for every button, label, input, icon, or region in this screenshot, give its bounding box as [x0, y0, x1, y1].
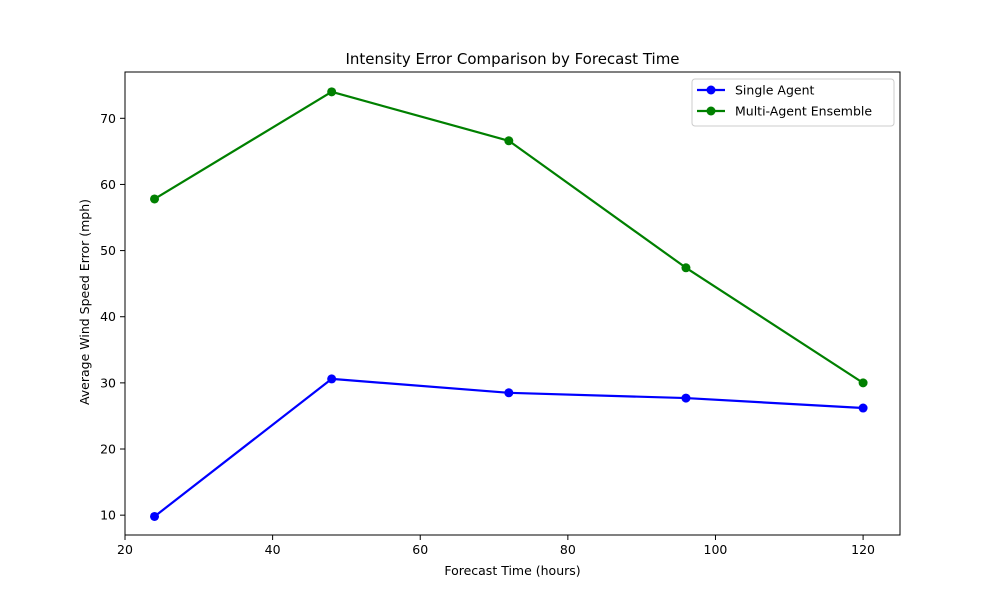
y-tick-label-4: 50: [100, 243, 116, 258]
chart-title: Intensity Error Comparison by Forecast T…: [345, 50, 679, 68]
y-tick-label-0: 10: [100, 508, 116, 523]
y-tick-label-1: 20: [100, 442, 116, 457]
data-point-0-3: [681, 393, 691, 403]
x-tick-label-5: 120: [851, 542, 875, 557]
y-tick-label-5: 60: [100, 177, 116, 192]
data-point-0-2: [504, 388, 514, 398]
legend-marker-1: [706, 106, 716, 116]
data-point-1-4: [858, 378, 868, 388]
plot-area: [150, 87, 868, 521]
data-point-1-3: [681, 263, 691, 273]
legend-label-1: Multi-Agent Ensemble: [735, 104, 872, 119]
axes: 20 40 60 80 100 120 10 20 30 40 50 60 70: [100, 71, 901, 557]
y-tick-label-2: 30: [100, 375, 116, 390]
data-point-1-0: [150, 194, 160, 204]
axes-frame: [124, 71, 901, 536]
x-tick-label-1: 40: [265, 542, 281, 557]
x-axis-label: Forecast Time (hours): [444, 563, 580, 578]
x-tick-label-3: 80: [560, 542, 576, 557]
legend-label-0: Single Agent: [735, 83, 814, 98]
data-point-0-1: [327, 374, 337, 384]
y-tick-label-3: 40: [100, 309, 116, 324]
data-point-0-0: [150, 511, 160, 521]
data-point-1-1: [327, 87, 337, 97]
y-tick-label-6: 70: [100, 111, 116, 126]
x-tick-label-2: 60: [412, 542, 428, 557]
x-tick-label-0: 20: [117, 542, 133, 557]
y-axis-label: Average Wind Speed Error (mph): [77, 199, 92, 405]
legend-box: [691, 78, 895, 127]
legend: Single Agent Multi-Agent Ensemble: [691, 78, 895, 127]
x-tick-label-4: 100: [704, 542, 728, 557]
data-point-1-2: [504, 136, 514, 146]
data-point-0-4: [858, 403, 868, 413]
legend-marker-0: [706, 85, 716, 95]
